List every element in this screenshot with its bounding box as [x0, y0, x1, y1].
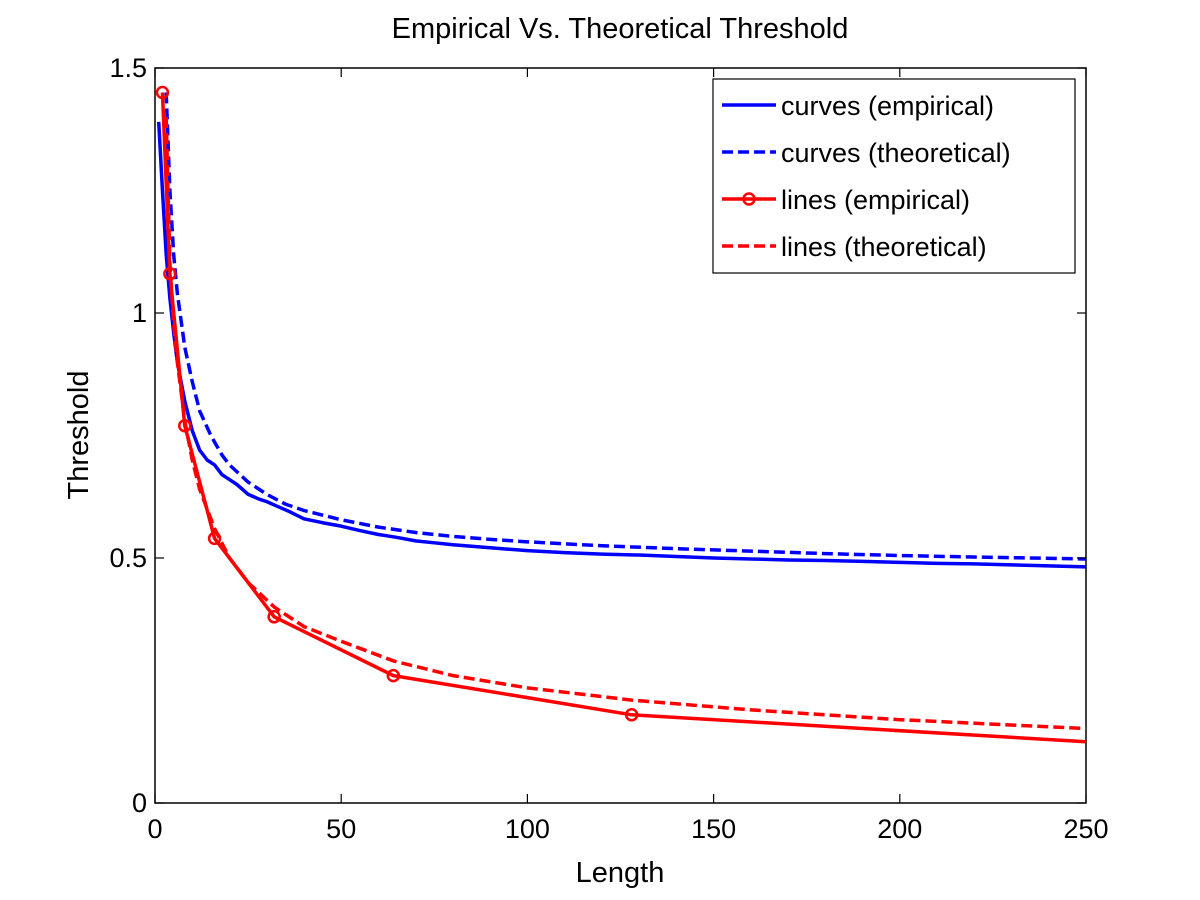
y-tick-label: 1	[132, 298, 147, 328]
data-point-lines-empirical	[155, 85, 170, 100]
y-axis-label: Threshold	[63, 371, 95, 500]
legend-entry-curves-empirical: curves (empirical)	[722, 91, 994, 121]
x-tick-label: 50	[326, 814, 356, 844]
legend-entry-lines-theoretical: lines (theoretical)	[722, 232, 987, 262]
legend-label-lines-empirical: lines (empirical)	[781, 185, 970, 215]
x-tick-label: 250	[1063, 814, 1108, 844]
data-point-lines-empirical	[267, 610, 281, 624]
x-tick-label: 0	[147, 814, 162, 844]
legend-label-lines-theoretical: lines (theoretical)	[781, 232, 987, 262]
legend-label-curves-empirical: curves (empirical)	[781, 91, 994, 121]
y-tick-label: 0.5	[109, 543, 147, 573]
x-tick-label: 100	[505, 814, 550, 844]
legend-label-curves-theoretical: curves (theoretical)	[781, 138, 1011, 168]
series-line-curves-empirical	[156, 121, 1087, 569]
legend: curves (empirical) curves (theoretical) …	[712, 78, 1076, 274]
x-axis-label: Length	[576, 857, 665, 889]
legend-entry-lines-empirical: lines (empirical)	[722, 185, 970, 215]
y-tick-label: 1.5	[109, 53, 147, 83]
legend-entry-curves-theoretical: curves (theoretical)	[722, 138, 1011, 168]
series-line-curves-theoretical	[164, 92, 1087, 561]
series-line-lines-theoretical	[164, 116, 1087, 731]
x-tick-label: 150	[691, 814, 736, 844]
data-point-lines-empirical	[624, 708, 639, 722]
legend-box	[712, 78, 1076, 274]
legend-marker-lines-empirical	[742, 192, 756, 206]
tick-layer: 0 50 100 150 200 250 0 0.5 1 1.5	[109, 53, 1108, 844]
data-point-lines-empirical	[386, 668, 401, 683]
series-layer	[155, 85, 1087, 744]
chart-title: Empirical Vs. Theoretical Threshold	[392, 13, 849, 45]
y-tick-label: 0	[132, 788, 147, 818]
data-point-lines-empirical	[207, 531, 222, 546]
x-tick-label: 200	[877, 814, 922, 844]
